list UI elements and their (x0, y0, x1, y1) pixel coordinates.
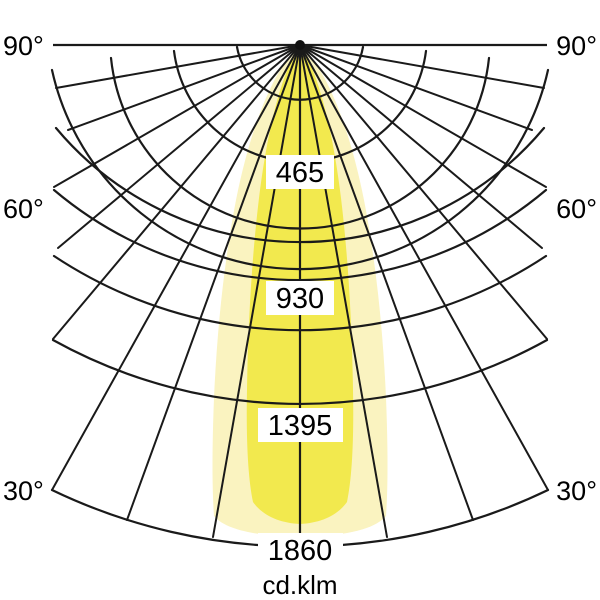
ring-label-930: 930 (276, 283, 324, 315)
ring-label-1860: 1860 (268, 535, 333, 567)
origin-point (295, 40, 305, 50)
ring-labels: 465 930 1395 1860 (258, 155, 343, 567)
spoke-50-left (57, 44, 301, 249)
angle-label-60-left: 60° (3, 194, 44, 224)
ring-label-930-bg (266, 281, 334, 315)
angle-label-90-right: 90° (556, 31, 597, 61)
ring-label-465: 465 (276, 157, 324, 189)
angle-labels: 90° 60° 30° 90° 60° 30° (3, 31, 597, 506)
spoke-30-left (51, 44, 301, 491)
ring-label-1395: 1395 (268, 410, 333, 442)
spoke-30-right (299, 44, 549, 491)
angle-label-30-left: 30° (3, 476, 44, 506)
angle-label-30-right: 30° (556, 476, 597, 506)
spoke-20-right (299, 44, 474, 521)
spoke-20-left (126, 44, 301, 521)
spoke-10-left (212, 44, 301, 538)
spoke-40-right (299, 44, 548, 340)
angle-label-90-left: 90° (3, 31, 44, 61)
arc-ring-1 (235, 45, 365, 101)
arc-ring-4 (50, 68, 550, 271)
arc-ring-8 (51, 338, 549, 406)
ring-label-1860-bg (258, 533, 343, 567)
unit-axis-label: cd.klm (262, 570, 337, 600)
arc-ring-6 (52, 188, 548, 282)
spoke-10-right (299, 44, 388, 538)
arc-ring-7-1395 (52, 254, 548, 332)
grid-arcs (50, 45, 550, 548)
arc-ring-5-930 (54, 126, 546, 244)
arc-ring-3-465 (109, 56, 491, 230)
spoke-40-left (52, 44, 301, 340)
angle-label-60-right: 60° (556, 194, 597, 224)
ring-label-465-bg (266, 155, 334, 189)
spoke-50-right (299, 44, 543, 249)
ring-label-1395-bg (258, 408, 343, 442)
